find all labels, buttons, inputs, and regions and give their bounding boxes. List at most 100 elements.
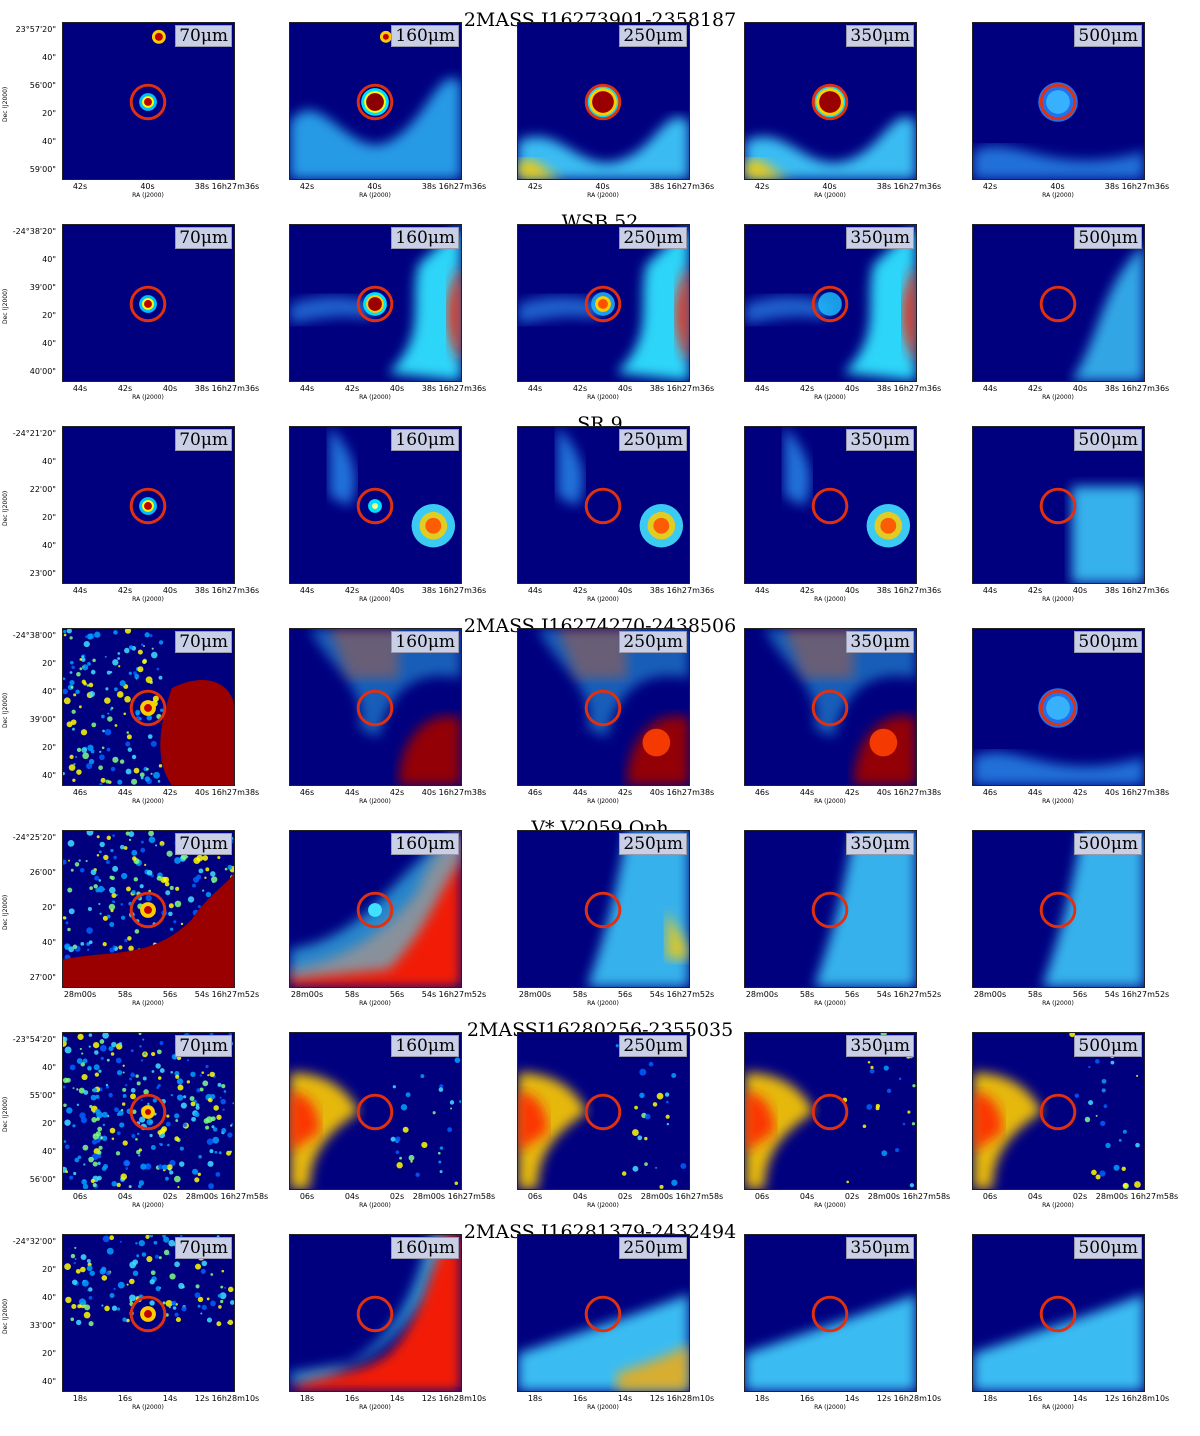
ra-tick-label: 40s — [617, 586, 633, 595]
intensity-map — [63, 629, 234, 785]
dec-tick-label: 20" — [42, 1349, 56, 1358]
ra-tick-label: 46s — [527, 788, 543, 797]
dec-tick-label: 40'00" — [29, 367, 56, 376]
map-panel-4: 500μm — [972, 830, 1145, 988]
ra-tick-label: 42s — [527, 182, 543, 191]
ra-tick-label: 44s — [117, 788, 133, 797]
intensity-map — [584, 831, 689, 987]
ra-axis-label: RA (J2000) — [1042, 596, 1074, 603]
ra-tick-label: 38s 16h27m36s — [1104, 182, 1170, 191]
wavelength-label: 160μm — [391, 631, 459, 653]
ra-tick-label: 12s 16h28m10s — [876, 1394, 942, 1403]
ra-axis-label: RA (J2000) — [359, 798, 391, 805]
map-panel-2: 250μm — [517, 830, 690, 988]
ra-tick-label: 40s 16h27m38s — [876, 788, 942, 797]
wavelength-label: 350μm — [846, 1035, 914, 1057]
map-panel-3: 350μm — [744, 1234, 917, 1392]
ra-tick-label: 12s 16h28m10s — [649, 1394, 715, 1403]
map-panel-0: 70μm — [62, 224, 235, 382]
ra-axis-label: RA (J2000) — [359, 596, 391, 603]
ra-tick-label: 04s — [344, 1192, 360, 1201]
wavelength-label: 70μm — [175, 833, 232, 855]
intensity-map — [129, 285, 167, 323]
ra-tick-label: 56s — [162, 990, 178, 999]
object-row: V* V2059 Oph -24°25'20" 26'00" 20" 40" 27'00"… — [0, 818, 1200, 1032]
ra-axis-label: RA (J2000) — [132, 1404, 164, 1411]
ra-tick-label: 12s 16h28m10s — [421, 1394, 487, 1403]
wavelength-label: 160μm — [391, 227, 459, 249]
dec-axis-label: Dec (J2000) — [2, 692, 9, 728]
map-panel-0: 70μm — [62, 426, 235, 584]
map-panel-0: 70μm — [62, 1234, 235, 1392]
dec-tick-label: -24°38'00" — [12, 631, 56, 640]
dec-tick-label: -24°38'20" — [12, 227, 56, 236]
map-panel-1: 160μm — [289, 628, 462, 786]
wavelength-label: 250μm — [619, 429, 687, 451]
ra-tick-label: 18s — [527, 1394, 543, 1403]
dec-tick-label: 56'00" — [29, 1175, 56, 1184]
ra-tick-label: 28m00s 16h27m58s — [867, 1192, 951, 1201]
ra-tick-label: 14s — [389, 1394, 405, 1403]
dec-tick-label: 39'00" — [29, 715, 56, 724]
map-panel-4: 500μm — [972, 1032, 1145, 1190]
ra-tick-label: 42s — [117, 586, 133, 595]
ra-tick-label: 18s — [982, 1394, 998, 1403]
intensity-map — [1039, 486, 1144, 583]
ra-tick-label: 42s — [982, 182, 998, 191]
ra-tick-label: 38s 16h27m36s — [1104, 586, 1170, 595]
wavelength-label: 350μm — [846, 227, 914, 249]
ra-tick-label: 40s — [595, 182, 610, 191]
intensity-map — [811, 831, 916, 987]
ra-tick-label: 42s — [299, 182, 315, 191]
wavelength-label: 250μm — [619, 25, 687, 47]
ra-tick-label: 18s — [299, 1394, 315, 1403]
ra-axis-label: RA (J2000) — [132, 798, 164, 805]
wavelength-label: 160μm — [391, 25, 459, 47]
map-panel-2: 250μm — [517, 1032, 690, 1190]
ra-tick-label: 02s — [389, 1192, 405, 1201]
ra-tick-label: 44s — [72, 586, 88, 595]
ra-tick-label: 54s 16h27m52s — [649, 990, 715, 999]
dec-tick-label: 40" — [42, 457, 56, 466]
wavelength-label: 500μm — [1074, 1035, 1142, 1057]
intensity-map — [518, 1294, 689, 1391]
ra-tick-label: 42s — [344, 384, 360, 393]
dec-tick-label: 40" — [42, 687, 56, 696]
ra-tick-label: 40s 16h27m38s — [1104, 788, 1170, 797]
map-panel-2: 250μm — [517, 22, 690, 180]
map-panel-3: 350μm — [744, 1032, 917, 1190]
map-panel-0: 70μm — [62, 1032, 235, 1190]
object-row: WSB 52 -24°38'20" 40" 39'00" 20" 40" 40'00" Dec… — [0, 212, 1200, 426]
ra-tick-label: 28m00s — [973, 990, 1007, 999]
ra-axis-label: RA (J2000) — [132, 192, 164, 199]
ra-tick-label: 06s — [754, 1192, 770, 1201]
ra-tick-label: 14s — [1072, 1394, 1088, 1403]
intensity-map — [557, 427, 684, 548]
object-row: SR 9 -24°21'20" 40" 22'00" 20" 40" 23'00" Dec (… — [0, 414, 1200, 628]
intensity-map — [537, 629, 689, 785]
intensity-map — [290, 30, 461, 179]
ra-tick-label: 28m00s 16h27m58s — [412, 1192, 496, 1201]
dec-tick-label: 40" — [42, 1063, 56, 1072]
ra-tick-label: 28m00s — [518, 990, 552, 999]
ra-tick-label: 42s — [117, 384, 133, 393]
ra-tick-label: 46s — [982, 788, 998, 797]
ra-tick-label: 54s 16h27m52s — [1104, 990, 1170, 999]
ra-tick-label: 44s — [572, 788, 588, 797]
dec-tick-label: 40" — [42, 541, 56, 550]
dec-axis-label: Dec (J2000) — [2, 1298, 9, 1334]
ra-tick-label: 16s — [572, 1394, 588, 1403]
ra-tick-label: 28m00s — [290, 990, 324, 999]
ra-tick-label: 54s 16h27m52s — [194, 990, 260, 999]
map-panel-2: 250μm — [517, 628, 690, 786]
map-panel-1: 160μm — [289, 1032, 462, 1190]
dec-tick-label: 40" — [42, 1147, 56, 1156]
dec-tick-label: 39'00" — [29, 283, 56, 292]
dec-tick-label: 20" — [42, 513, 56, 522]
dec-tick-label: -24°25'20" — [12, 833, 56, 842]
ra-tick-label: 40s — [367, 182, 382, 191]
ra-axis-label: RA (J2000) — [132, 596, 164, 603]
dec-axis-label: Dec (J2000) — [2, 1096, 9, 1132]
wavelength-label: 160μm — [391, 1237, 459, 1259]
ra-tick-label: 44s — [982, 384, 998, 393]
